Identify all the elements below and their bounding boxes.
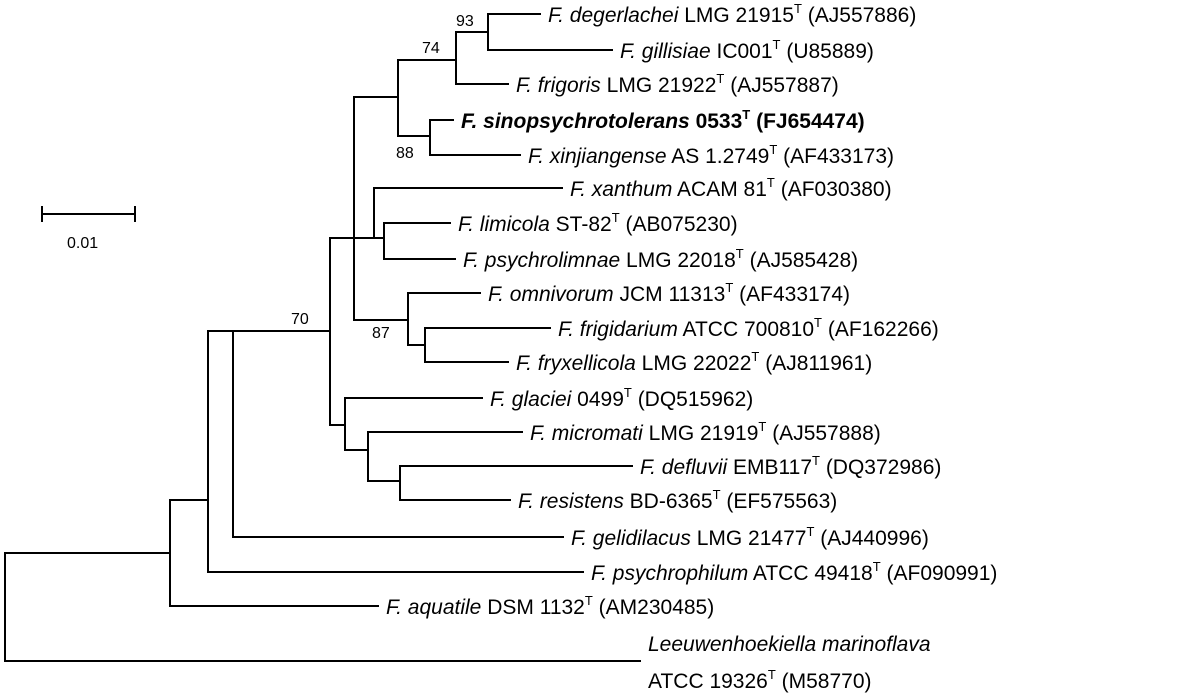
bootstrap-values: 93 74 88 70 87 xyxy=(291,13,474,342)
scale-bar-label: 0.01 xyxy=(67,235,98,252)
taxon-label-8: F. omnivorum JCM 11313T (AF433174) xyxy=(488,280,850,306)
taxon-label-16: F. psychrophilum ATCC 49418T (AF090991) xyxy=(591,559,997,585)
bootstrap-88: 88 xyxy=(396,145,414,162)
bootstrap-70: 70 xyxy=(291,311,309,328)
bootstrap-74: 74 xyxy=(422,40,440,57)
scale-bar: 0.01 xyxy=(41,206,136,252)
taxon-label-15: F. gelidilacus LMG 21477T (AJ440996) xyxy=(571,524,929,550)
taxon-label-9: F. frigidarium ATCC 700810T (AF162266) xyxy=(558,315,939,341)
taxon-label-0: F. degerlachei LMG 21915T (AJ557886) xyxy=(548,1,916,27)
taxon-label-17: F. aquatile DSM 1132T (AM230485) xyxy=(386,593,714,619)
taxon-label-6: F. limicola ST-82T (AB075230) xyxy=(458,210,738,236)
taxon-label-3: F. sinopsychrotolerans 0533T (FJ654474) xyxy=(461,107,865,133)
taxon-label-5: F. xanthum ACAM 81T (AF030380) xyxy=(570,175,892,201)
taxon-label-12: F. micromati LMG 21919T (AJ557888) xyxy=(530,419,881,445)
taxon-label-4: F. xinjiangense AS 1.2749T (AF433173) xyxy=(528,142,894,168)
taxon-label-11: F. glaciei 0499T (DQ515962) xyxy=(490,385,753,411)
taxon-label-14: F. resistens BD-6365T (EF575563) xyxy=(518,487,837,513)
taxon-label-13: F. defluvii EMB117T (DQ372986) xyxy=(640,453,941,479)
tree-branches xyxy=(4,13,641,662)
bootstrap-87: 87 xyxy=(372,325,390,342)
outgroup-genus-label: Leeuwenhoekiella marinoflava xyxy=(648,633,931,656)
outgroup-strain-label: ATCC 19326T (M58770) xyxy=(648,667,872,693)
taxon-label-1: F. gillisiae IC001T (U85889) xyxy=(620,37,874,63)
taxon-label-2: F. frigoris LMG 21922T (AJ557887) xyxy=(516,71,839,97)
taxon-label-10: F. fryxellicola LMG 22022T (AJ811961) xyxy=(516,349,872,375)
bootstrap-93: 93 xyxy=(456,13,474,30)
taxon-labels: F. degerlachei LMG 21915T (AJ557886) F. … xyxy=(386,1,997,693)
taxon-label-7: F. psychrolimnae LMG 22018T (AJ585428) xyxy=(463,246,858,272)
